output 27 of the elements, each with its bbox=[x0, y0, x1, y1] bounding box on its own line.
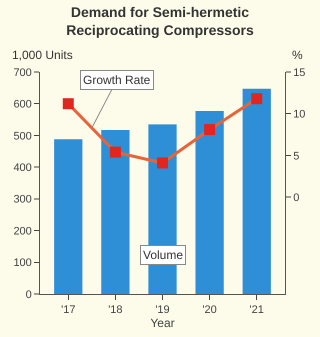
y-tick-label: 700 bbox=[13, 66, 32, 79]
bar bbox=[195, 111, 224, 294]
bar bbox=[54, 139, 82, 294]
x-tick-label: '20 bbox=[202, 304, 217, 316]
series-label: Volume bbox=[143, 248, 184, 262]
y2-axis-title: % bbox=[292, 48, 303, 62]
y-tick-label: 300 bbox=[13, 194, 32, 206]
y-tick-label: 0 bbox=[26, 288, 32, 301]
chart-title: Demand for Semi-hermetic Reciprocating Compressors bbox=[66, 4, 254, 38]
y2-tick-label: 15 bbox=[293, 66, 306, 79]
y2-tick-label: 5 bbox=[293, 150, 300, 162]
y-tick-label: 400 bbox=[13, 162, 32, 174]
x-tick-label: '17 bbox=[61, 304, 76, 316]
x-axis-title: Year bbox=[150, 316, 175, 330]
bar bbox=[101, 130, 130, 294]
x-tick-label: '19 bbox=[155, 304, 170, 316]
y-tick-label: 200 bbox=[13, 225, 32, 238]
x-tick-label: '18 bbox=[108, 304, 123, 316]
series-label: Growth Rate bbox=[83, 73, 151, 87]
x-tick-label: '21 bbox=[250, 304, 264, 316]
y2-tick-label: 0 bbox=[293, 192, 300, 204]
y-tick-label: 100 bbox=[13, 257, 32, 270]
y2-tick-label: 10 bbox=[293, 108, 306, 121]
y-axis-title: 1,000 Units bbox=[12, 48, 73, 62]
y-tick-label: 500 bbox=[13, 130, 32, 142]
y-tick-label: 600 bbox=[13, 98, 32, 111]
bar bbox=[242, 88, 271, 294]
